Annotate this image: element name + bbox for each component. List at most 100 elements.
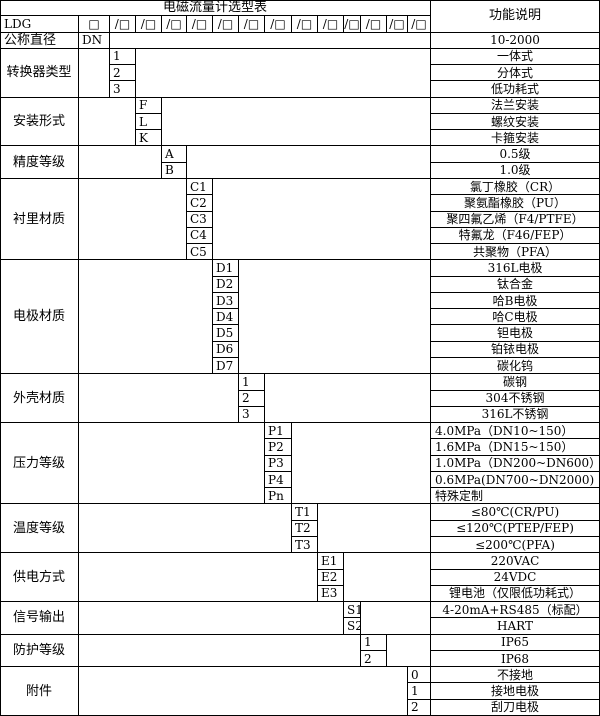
empty-cell xyxy=(79,48,110,98)
option-description: 1.6MPa（DN15~150） xyxy=(431,439,600,456)
model-slot: /□ xyxy=(110,16,136,33)
empty-cell xyxy=(79,97,136,147)
model-slot: /□ xyxy=(239,16,265,33)
model-slot: /□ xyxy=(361,16,387,33)
nominal-diameter-code: DN xyxy=(79,32,110,49)
empty-cell xyxy=(79,423,265,505)
model-slot: /□ xyxy=(292,16,318,33)
empty-cell xyxy=(213,179,431,261)
option-code: C5 xyxy=(187,244,213,261)
group-label-signal-output: 信号输出 xyxy=(0,602,79,635)
empty-cell xyxy=(387,634,431,668)
option-code: C3 xyxy=(187,211,213,228)
option-code: 1 xyxy=(110,48,136,66)
model-slot: /□ xyxy=(318,16,344,33)
group-label-electrode: 电极材质 xyxy=(0,260,79,375)
option-code: S1 xyxy=(344,602,361,619)
group-label-protection: 防护等级 xyxy=(0,634,79,668)
option-description: 锂电池（仅限低功耗式） xyxy=(431,585,600,603)
option-description: 1.0MPa（DN200~DN600） xyxy=(431,455,600,472)
option-code: D4 xyxy=(213,309,239,326)
option-description: 1.0级 xyxy=(431,162,600,179)
option-code: 0 xyxy=(408,667,431,684)
empty-cell xyxy=(136,48,431,98)
option-code: T1 xyxy=(292,504,318,521)
empty-cell xyxy=(79,374,239,424)
option-description: 24VDC xyxy=(431,569,600,586)
empty-cell xyxy=(79,634,361,668)
option-description: 0.6MPa(DN700~DN2000) xyxy=(431,471,600,489)
empty-cell xyxy=(265,374,431,424)
option-description: 铂铱电极 xyxy=(431,341,600,358)
option-code: 1 xyxy=(239,374,265,391)
model-slot: /□ xyxy=(162,16,187,33)
nominal-diameter-label: 公称直径 xyxy=(0,32,79,49)
option-description: 特氟龙（F46/FEP） xyxy=(431,227,600,245)
option-code: C1 xyxy=(187,179,213,196)
empty-cell xyxy=(79,553,318,603)
table-title: 电磁流量计选型表 xyxy=(0,0,431,17)
option-code: F xyxy=(136,97,162,114)
option-description: 低功耗式 xyxy=(431,81,600,98)
option-code: 2 xyxy=(361,650,387,668)
option-code: 2 xyxy=(239,390,265,407)
empty-cell xyxy=(110,32,431,49)
empty-cell xyxy=(292,423,431,505)
option-description: 特殊定制 xyxy=(431,488,600,505)
option-code: D2 xyxy=(213,276,239,293)
nominal-diameter-description: 10-2000 xyxy=(431,32,600,49)
model-slot: /□ xyxy=(344,16,361,33)
option-code: L xyxy=(136,113,162,131)
model-slot: /□ xyxy=(213,16,239,33)
option-description: 不接地 xyxy=(431,667,600,684)
option-code: 1 xyxy=(361,634,387,651)
option-code: P2 xyxy=(265,439,292,456)
option-code: K xyxy=(136,130,162,147)
option-code: B xyxy=(162,162,187,179)
empty-cell xyxy=(79,504,292,554)
option-code: C2 xyxy=(187,195,213,212)
option-description: 接地电极 xyxy=(431,683,600,700)
option-code: P1 xyxy=(265,423,292,440)
option-description: 螺纹安装 xyxy=(431,113,600,131)
empty-cell xyxy=(318,504,431,554)
function-header: 功能说明 xyxy=(431,0,600,33)
option-code: E2 xyxy=(318,569,344,586)
model-slot: /□ xyxy=(136,16,162,33)
empty-cell xyxy=(79,667,408,716)
model-slot: /□ xyxy=(408,16,431,33)
option-description: IP65 xyxy=(431,634,600,651)
option-code: D1 xyxy=(213,260,239,277)
option-description: 钛合金 xyxy=(431,276,600,293)
option-description: 304不锈钢 xyxy=(431,390,600,407)
model-prefix: LDG xyxy=(0,16,79,33)
option-description: 聚四氟乙烯（F4/PTFE） xyxy=(431,211,600,228)
option-code: D6 xyxy=(213,341,239,358)
empty-cell xyxy=(187,146,431,179)
option-description: IP68 xyxy=(431,650,600,668)
option-description: 一体式 xyxy=(431,48,600,66)
option-description: 316L电极 xyxy=(431,260,600,277)
group-label-housing: 外壳材质 xyxy=(0,374,79,424)
option-code: T2 xyxy=(292,520,318,537)
model-slot: □ xyxy=(79,16,110,33)
empty-cell xyxy=(344,553,431,603)
group-label-temperature: 温度等级 xyxy=(0,504,79,554)
empty-cell xyxy=(79,179,187,261)
option-code: D3 xyxy=(213,292,239,310)
option-code: E3 xyxy=(318,585,344,603)
option-description: 哈C电极 xyxy=(431,309,600,326)
option-description: 316L不锈钢 xyxy=(431,406,600,424)
group-label-installation: 安装形式 xyxy=(0,97,79,147)
empty-cell xyxy=(361,602,431,635)
option-code: 3 xyxy=(110,81,136,98)
option-code: C4 xyxy=(187,227,213,245)
option-description: 哈B电极 xyxy=(431,292,600,310)
option-code: T3 xyxy=(292,537,318,554)
model-slot: /□ xyxy=(387,16,408,33)
group-label-accessory: 附件 xyxy=(0,667,79,716)
option-description: 共聚物（PFA） xyxy=(431,244,600,261)
option-code: E1 xyxy=(318,553,344,570)
option-code: 1 xyxy=(408,683,431,700)
